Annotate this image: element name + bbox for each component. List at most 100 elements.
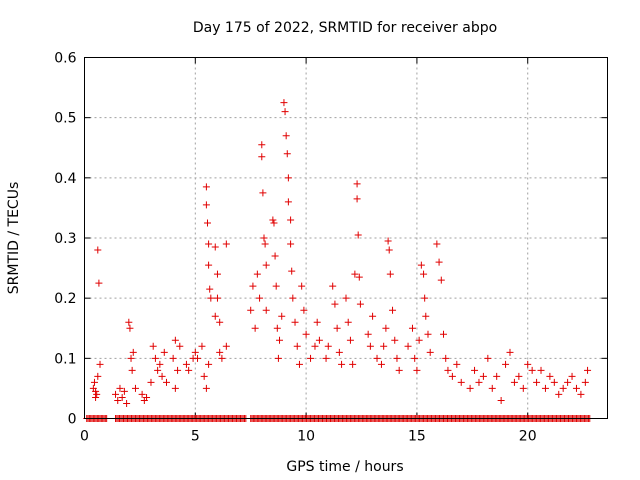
data-point <box>382 324 390 332</box>
data-point <box>202 183 210 191</box>
data-point <box>258 153 266 161</box>
data-point <box>389 306 397 314</box>
data-point <box>493 372 501 380</box>
data-point <box>92 393 100 401</box>
x-axis-label: GPS time / hours <box>286 459 403 475</box>
y-tick-label: 0.4 <box>54 171 76 187</box>
data-point <box>484 354 492 362</box>
data-point <box>120 387 128 395</box>
data-point <box>129 348 137 356</box>
data-point <box>289 294 297 302</box>
axis-ticks: 0 0.1 0.2 0.3 0.4 0.5 0.6 0 5 10 15 20 <box>54 51 608 445</box>
x-tick-label: 20 <box>519 429 537 445</box>
data-point <box>466 384 474 392</box>
data-point <box>287 216 295 224</box>
data-point <box>488 384 496 392</box>
data-point <box>288 267 296 275</box>
data-point <box>442 354 450 362</box>
data-point <box>349 360 357 368</box>
plot-frame <box>84 57 608 419</box>
x-tick-label: 0 <box>80 429 89 445</box>
data-point <box>335 348 343 356</box>
data-point <box>324 342 332 350</box>
data-point <box>143 393 151 401</box>
data-point <box>128 366 136 374</box>
data-point <box>123 399 131 407</box>
data-point <box>284 174 292 182</box>
data-point <box>355 273 363 281</box>
data-point <box>211 312 219 320</box>
data-point <box>417 261 425 269</box>
data-point <box>408 324 416 332</box>
data-point <box>211 243 219 251</box>
data-point <box>218 354 226 362</box>
data-point <box>262 306 270 314</box>
data-point <box>344 318 352 326</box>
data-point <box>182 360 190 368</box>
data-point <box>260 234 268 242</box>
data-point <box>158 372 166 380</box>
data-point <box>295 360 303 368</box>
data-point <box>385 246 393 254</box>
data-point <box>415 336 423 344</box>
data-point <box>194 354 202 362</box>
data-point <box>302 330 310 338</box>
data-point <box>94 246 102 254</box>
data-point <box>528 366 536 374</box>
data-point <box>162 378 170 386</box>
data-point <box>283 150 291 158</box>
data-point <box>258 141 266 149</box>
data-point <box>169 354 177 362</box>
data-point <box>300 306 308 314</box>
y-tick-label: 0.2 <box>54 291 76 307</box>
data-point <box>581 378 589 386</box>
data-point <box>395 366 403 374</box>
data-point <box>433 240 441 248</box>
data-point <box>151 354 159 362</box>
data-point <box>440 330 448 338</box>
data-point <box>315 336 323 344</box>
y-tick-label: 0 <box>68 412 77 428</box>
data-point <box>426 348 434 356</box>
data-point <box>506 348 514 356</box>
data-point <box>222 240 230 248</box>
data-point <box>206 285 214 293</box>
data-point <box>205 360 213 368</box>
data-point <box>274 354 282 362</box>
data-point <box>546 372 554 380</box>
data-point <box>202 201 210 209</box>
data-point <box>270 219 278 227</box>
data-point <box>356 300 364 308</box>
data-point <box>386 270 394 278</box>
data-point <box>207 294 215 302</box>
data-point <box>95 279 103 287</box>
data-point <box>377 360 385 368</box>
data-point <box>256 294 264 302</box>
data-point <box>502 360 510 368</box>
data-point <box>353 180 361 188</box>
data-point <box>533 378 541 386</box>
data-point <box>222 342 230 350</box>
data-point <box>448 372 456 380</box>
data-point <box>202 384 210 392</box>
data-point <box>253 270 261 278</box>
data-point <box>342 294 350 302</box>
chart-title: Day 175 of 2022, SRMTID for receiver abp… <box>193 20 497 36</box>
data-point <box>555 390 563 398</box>
y-tick-label: 0.3 <box>54 231 76 247</box>
data-point <box>200 372 208 380</box>
data-point <box>537 366 545 374</box>
data-point <box>393 354 401 362</box>
data-point <box>510 378 518 386</box>
data-point <box>366 342 374 350</box>
data-point <box>205 261 213 269</box>
data-point <box>437 276 445 284</box>
y-axis-label: SRMTID / TECUs <box>6 182 22 295</box>
data-point <box>147 378 155 386</box>
data-point <box>424 330 432 338</box>
data-point <box>127 354 135 362</box>
y-tick-label: 0.6 <box>54 51 76 67</box>
data-point <box>273 324 281 332</box>
data-point <box>373 354 381 362</box>
data-point <box>422 312 430 320</box>
